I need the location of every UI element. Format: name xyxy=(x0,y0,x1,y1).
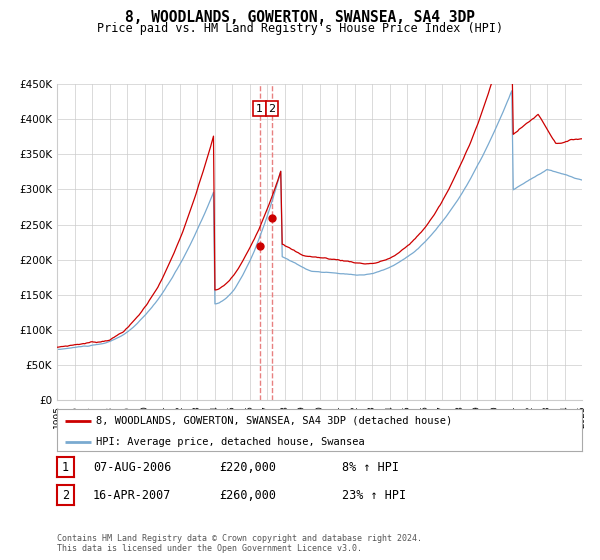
Text: 07-AUG-2006: 07-AUG-2006 xyxy=(93,460,172,474)
Text: 1: 1 xyxy=(256,104,263,114)
Text: 8, WOODLANDS, GOWERTON, SWANSEA, SA4 3DP (detached house): 8, WOODLANDS, GOWERTON, SWANSEA, SA4 3DP… xyxy=(97,416,452,426)
Text: 23% ↑ HPI: 23% ↑ HPI xyxy=(342,488,406,502)
Text: Contains HM Land Registry data © Crown copyright and database right 2024.
This d: Contains HM Land Registry data © Crown c… xyxy=(57,534,422,553)
Text: HPI: Average price, detached house, Swansea: HPI: Average price, detached house, Swan… xyxy=(97,437,365,446)
Text: 1: 1 xyxy=(62,460,69,474)
Text: £260,000: £260,000 xyxy=(219,488,276,502)
Text: 8% ↑ HPI: 8% ↑ HPI xyxy=(342,460,399,474)
Text: 8, WOODLANDS, GOWERTON, SWANSEA, SA4 3DP: 8, WOODLANDS, GOWERTON, SWANSEA, SA4 3DP xyxy=(125,10,475,25)
Text: 2: 2 xyxy=(269,104,275,114)
Text: 2: 2 xyxy=(62,488,69,502)
Text: £220,000: £220,000 xyxy=(219,460,276,474)
Text: Price paid vs. HM Land Registry's House Price Index (HPI): Price paid vs. HM Land Registry's House … xyxy=(97,22,503,35)
Text: 16-APR-2007: 16-APR-2007 xyxy=(93,488,172,502)
